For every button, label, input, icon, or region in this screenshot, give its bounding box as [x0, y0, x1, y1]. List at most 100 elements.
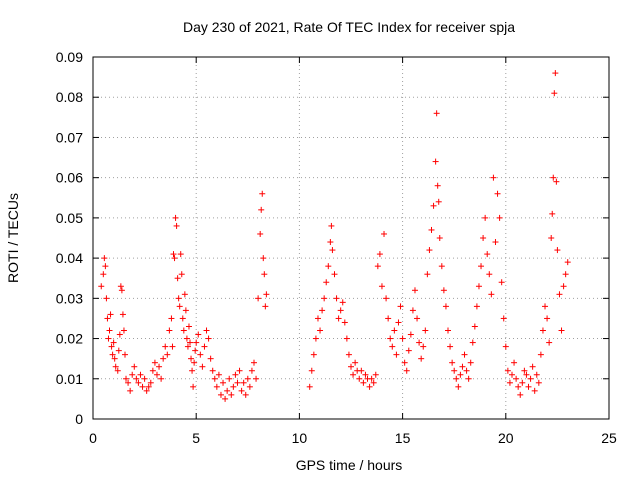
- data-point: [523, 371, 530, 378]
- data-point: [319, 307, 326, 314]
- data-point: [244, 375, 251, 382]
- data-point: [118, 287, 125, 294]
- data-point: [521, 367, 528, 374]
- plot-frame: [92, 56, 610, 420]
- data-point: [440, 287, 447, 294]
- data-point: [486, 271, 493, 278]
- data-point: [435, 198, 442, 205]
- data-point: [389, 343, 396, 350]
- data-point: [401, 359, 408, 366]
- data-point: [515, 383, 522, 390]
- data-point: [504, 367, 511, 374]
- data-point: [548, 235, 555, 241]
- data-point: [184, 343, 191, 350]
- data-point: [475, 283, 482, 290]
- data-point: [137, 371, 144, 378]
- data-points: [98, 70, 571, 402]
- x-tick-label: 10: [292, 430, 308, 446]
- data-point: [554, 247, 561, 254]
- data-point: [259, 190, 266, 197]
- data-point: [209, 367, 216, 374]
- data-point: [546, 339, 553, 346]
- data-point: [242, 391, 249, 398]
- data-point: [308, 367, 315, 374]
- y-tick-label: 0.09: [56, 49, 83, 65]
- data-point: [490, 174, 497, 181]
- x-tick-labels: 0 5 10 15 20 25: [89, 430, 617, 446]
- data-point: [517, 391, 524, 398]
- data-point: [248, 367, 255, 374]
- data-point: [226, 375, 233, 382]
- data-point: [393, 351, 400, 358]
- data-point: [471, 323, 478, 330]
- data-point: [240, 379, 247, 386]
- data-point: [339, 299, 346, 306]
- data-point: [356, 375, 363, 382]
- data-point: [531, 387, 538, 394]
- data-point: [395, 319, 402, 326]
- data-point: [257, 230, 264, 237]
- data-point: [539, 327, 546, 334]
- data-point: [110, 339, 117, 346]
- data-point: [433, 110, 440, 117]
- data-point: [234, 379, 241, 386]
- data-point: [175, 295, 182, 302]
- x-tick-label: 5: [192, 430, 200, 446]
- data-point: [480, 235, 487, 241]
- data-point: [109, 351, 116, 358]
- data-point: [101, 255, 108, 262]
- data-point: [420, 343, 427, 350]
- data-point: [385, 315, 392, 322]
- data-point: [434, 182, 441, 189]
- data-point: [360, 379, 367, 386]
- data-point: [103, 295, 110, 302]
- data-point: [362, 371, 369, 378]
- data-point: [329, 247, 336, 254]
- data-point: [98, 283, 105, 290]
- y-tick-label: 0.06: [56, 170, 83, 186]
- data-point: [263, 291, 270, 298]
- data-point: [370, 379, 377, 386]
- data-point: [213, 383, 220, 390]
- data-point: [115, 347, 122, 354]
- data-point: [368, 375, 375, 382]
- data-point: [139, 383, 146, 390]
- data-point: [383, 295, 390, 302]
- data-point: [333, 295, 340, 302]
- data-point: [111, 355, 118, 362]
- data-point: [535, 379, 542, 386]
- data-point: [100, 271, 107, 278]
- data-point: [348, 363, 354, 370]
- data-point: [551, 90, 558, 97]
- data-point: [224, 387, 231, 394]
- data-point: [193, 339, 200, 346]
- data-point: [455, 383, 462, 390]
- data-point: [465, 375, 472, 382]
- data-point: [451, 367, 458, 374]
- data-point: [141, 375, 148, 382]
- data-point: [108, 343, 115, 350]
- data-point: [168, 315, 175, 322]
- data-point: [424, 271, 431, 278]
- data-point: [129, 371, 136, 378]
- data-point: [552, 70, 559, 77]
- y-tick-label: 0.05: [56, 210, 83, 226]
- data-point: [215, 371, 222, 378]
- x-tick-label: 15: [395, 430, 411, 446]
- data-point: [376, 251, 383, 258]
- data-point: [372, 371, 379, 378]
- data-point: [500, 315, 507, 322]
- data-point: [211, 375, 218, 382]
- data-point: [246, 383, 253, 390]
- data-point: [343, 335, 350, 342]
- data-point: [262, 303, 269, 310]
- data-point: [189, 367, 196, 374]
- data-point: [180, 327, 187, 334]
- data-point: [409, 307, 416, 314]
- data-point: [418, 355, 425, 362]
- data-point: [160, 355, 167, 362]
- data-point: [463, 367, 470, 374]
- data-point: [125, 379, 132, 386]
- data-point: [459, 363, 466, 370]
